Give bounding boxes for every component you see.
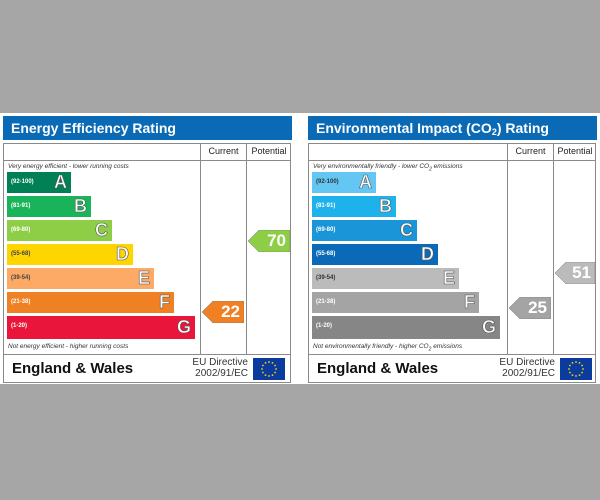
directive-line-1: EU Directive bbox=[499, 357, 555, 368]
band-letter: F bbox=[159, 292, 171, 313]
band-a: (92-100) A bbox=[312, 172, 376, 193]
band-range: (55-68) bbox=[316, 251, 336, 257]
divider bbox=[309, 354, 595, 355]
band-letter: D bbox=[421, 244, 435, 265]
potential-rating-value: 70 bbox=[267, 231, 286, 250]
divider bbox=[507, 144, 508, 354]
band-range: (69-80) bbox=[316, 227, 336, 233]
title-subscript: 2 bbox=[491, 127, 497, 137]
current-column-header: Current bbox=[515, 146, 546, 156]
band-range: (55-68) bbox=[11, 251, 31, 257]
band-range: (21-38) bbox=[316, 299, 336, 305]
band-d: (55-68) D bbox=[7, 244, 133, 265]
band-g: (1-20) G bbox=[7, 316, 195, 339]
potential-rating-arrow: 51 bbox=[555, 262, 595, 284]
bottom-note: Not environmentally friendly - higher CO… bbox=[313, 343, 462, 352]
title-text: ) Rating bbox=[496, 120, 549, 136]
divider bbox=[4, 354, 290, 355]
band-c: (69-80) C bbox=[312, 220, 417, 241]
top-note: Very energy efficient - lower running co… bbox=[8, 163, 129, 170]
directive-line-2: 2002/91/EC bbox=[195, 368, 248, 379]
energy-panel-title: Energy Efficiency Rating bbox=[3, 116, 292, 140]
arrow-pointer-icon bbox=[248, 230, 290, 252]
band-a: (92-100) A bbox=[7, 172, 71, 193]
band-range: (39-54) bbox=[11, 275, 31, 281]
band-d: (55-68) D bbox=[312, 244, 438, 265]
environment-rating-grid: Current Potential Very environmentally f… bbox=[308, 143, 596, 383]
band-letter: D bbox=[116, 244, 130, 265]
band-letter: G bbox=[176, 317, 192, 338]
current-rating-value: 22 bbox=[221, 302, 240, 321]
band-range: (39-54) bbox=[316, 275, 336, 281]
current-rating-arrow: 22 bbox=[202, 301, 244, 323]
eu-stars-icon bbox=[568, 361, 584, 377]
divider bbox=[4, 160, 290, 161]
band-letter: F bbox=[464, 292, 476, 313]
arrow-pointer-icon bbox=[555, 262, 595, 284]
eu-stars-icon bbox=[261, 361, 277, 377]
potential-column-header: Potential bbox=[251, 146, 287, 156]
arrow-pointer-icon bbox=[202, 301, 244, 323]
band-range: (81-91) bbox=[316, 203, 336, 209]
current-rating-value: 25 bbox=[528, 298, 547, 317]
divider bbox=[200, 144, 201, 354]
divider bbox=[553, 144, 554, 354]
divider bbox=[309, 160, 595, 161]
directive-line-1: EU Directive bbox=[192, 357, 248, 368]
title-text: Environmental Impact (CO bbox=[316, 120, 492, 136]
note-text: emissions bbox=[431, 343, 463, 350]
potential-rating-value: 51 bbox=[572, 263, 591, 282]
eu-directive-text: EU Directive 2002/91/EC bbox=[180, 357, 248, 379]
band-c: (69-80) C bbox=[7, 220, 112, 241]
band-letter: C bbox=[95, 220, 109, 241]
eu-flag-icon bbox=[253, 358, 285, 380]
band-range: (1-20) bbox=[316, 323, 333, 329]
band-letter: B bbox=[379, 196, 393, 217]
band-g: (1-20) G bbox=[312, 316, 500, 339]
band-e: (39-54) E bbox=[312, 268, 459, 289]
band-f: (21-38) F bbox=[7, 292, 174, 313]
environmental-impact-panel: Environmental Impact (CO2) Rating Curren… bbox=[308, 116, 597, 383]
band-range: (1-20) bbox=[11, 323, 28, 329]
band-range: (81-91) bbox=[11, 203, 31, 209]
directive-line-2: 2002/91/EC bbox=[502, 368, 555, 379]
potential-column-header: Potential bbox=[557, 146, 593, 156]
note-subscript: 2 bbox=[428, 346, 432, 353]
arrow-pointer-icon bbox=[509, 297, 551, 319]
band-letter: C bbox=[400, 220, 414, 241]
divider bbox=[246, 144, 247, 354]
country-label: England & Wales bbox=[317, 360, 439, 377]
band-range: (92-100) bbox=[316, 179, 339, 185]
note-subscript: 2 bbox=[429, 166, 432, 173]
top-note: Very environmentally friendly - lower CO… bbox=[313, 163, 463, 172]
band-letter: A bbox=[54, 172, 68, 193]
country-label: England & Wales bbox=[12, 360, 134, 377]
band-b: (81-91) B bbox=[312, 196, 396, 217]
band-range: (69-80) bbox=[11, 227, 31, 233]
current-column-header: Current bbox=[208, 146, 239, 156]
band-e: (39-54) E bbox=[7, 268, 154, 289]
note-text: Very environmentally friendly - lower CO bbox=[313, 163, 430, 170]
band-b: (81-91) B bbox=[7, 196, 91, 217]
band-letter: A bbox=[359, 172, 373, 193]
bottom-note: Not energy efficient - higher running co… bbox=[8, 343, 129, 350]
eu-flag-icon bbox=[560, 358, 592, 380]
potential-rating-arrow: 70 bbox=[248, 230, 290, 252]
note-text: Not environmentally friendly - higher CO bbox=[313, 343, 429, 350]
band-range: (92-100) bbox=[11, 179, 34, 185]
band-range: (21-38) bbox=[11, 299, 31, 305]
band-letter: G bbox=[481, 317, 497, 338]
energy-efficiency-panel: Energy Efficiency Rating Current Potenti… bbox=[3, 116, 292, 383]
band-f: (21-38) F bbox=[312, 292, 479, 313]
energy-rating-grid: Current Potential Very energy efficient … bbox=[3, 143, 291, 383]
note-text: emissions bbox=[431, 163, 463, 170]
band-letter: E bbox=[442, 268, 456, 289]
eu-directive-text: EU Directive 2002/91/EC bbox=[487, 357, 555, 379]
environment-panel-title: Environmental Impact (CO2) Rating bbox=[308, 116, 597, 140]
band-letter: B bbox=[74, 196, 88, 217]
band-letter: E bbox=[137, 268, 151, 289]
current-rating-arrow: 25 bbox=[509, 297, 551, 319]
